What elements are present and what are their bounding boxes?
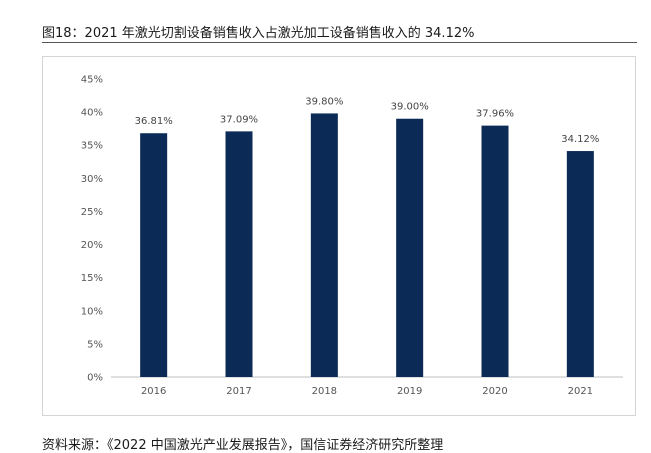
y-tick-label: 0%	[87, 373, 103, 384]
bar	[396, 118, 424, 377]
data-label: 36.81%	[135, 116, 173, 127]
y-tick-label: 5%	[87, 339, 103, 350]
data-label: 39.80%	[305, 96, 343, 107]
y-tick-label: 20%	[81, 240, 103, 251]
bar	[225, 131, 253, 377]
y-tick-label: 30%	[81, 174, 103, 185]
bar	[481, 125, 509, 377]
x-tick-label: 2018	[312, 386, 337, 397]
data-label: 37.96%	[476, 109, 514, 120]
bar-chart: 0% 5% 10% 15% 20% 25% 30% 35% 40% 45% 36.81% 2016 37…	[81, 75, 623, 397]
y-tick-label: 45%	[81, 75, 103, 86]
bar	[140, 133, 168, 377]
chart-frame: 0% 5% 10% 15% 20% 25% 30% 35% 40% 45% 36.81% 2016 37…	[42, 56, 636, 416]
title-divider	[42, 42, 637, 43]
y-tick-label: 25%	[81, 207, 103, 218]
y-tick-label: 35%	[81, 141, 103, 152]
x-tick-label: 2019	[397, 386, 422, 397]
y-tick-label: 15%	[81, 273, 103, 284]
source-note: 资料来源：《2022 中国激光产业发展报告》，国信证券经济研究所整理	[42, 438, 444, 453]
x-tick-label: 2017	[226, 386, 251, 397]
y-tick-label: 40%	[81, 108, 103, 119]
bar	[566, 151, 594, 377]
bar	[310, 113, 338, 378]
x-tick-label: 2016	[141, 386, 166, 397]
data-label: 37.09%	[220, 114, 258, 125]
y-tick-label: 10%	[81, 306, 103, 317]
x-tick-label: 2020	[482, 386, 507, 397]
x-tick-label: 2021	[568, 386, 593, 397]
figure-title: 图18：2021 年激光切割设备销售收入占激光加工设备销售收入的 34.12%	[42, 26, 475, 41]
data-label: 39.00%	[391, 102, 429, 113]
data-label: 34.12%	[561, 134, 599, 145]
